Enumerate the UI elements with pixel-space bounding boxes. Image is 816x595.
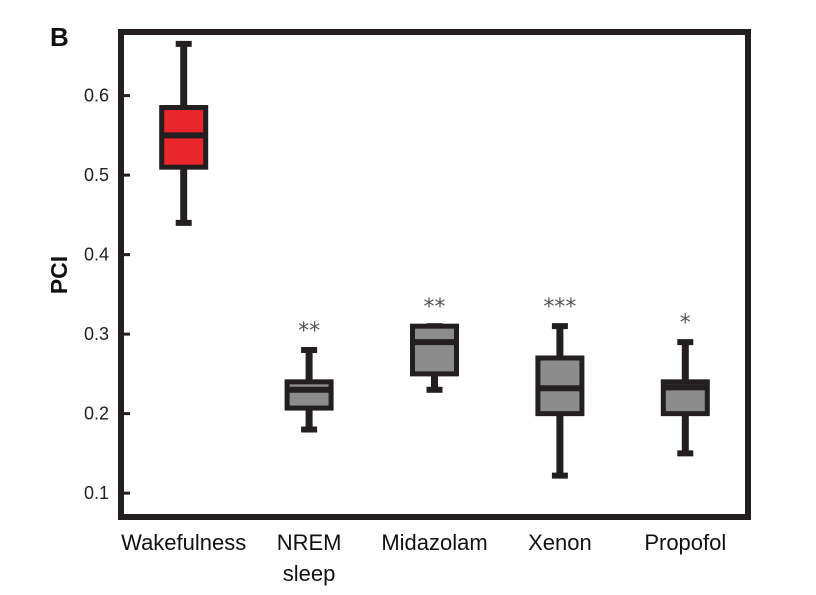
category-label: Midazolam <box>381 530 487 555</box>
category-label-line: Propofol <box>644 530 726 555</box>
y-axis-label: PCI <box>46 256 72 294</box>
category-label: Wakefulness <box>121 530 246 555</box>
category-label: Xenon <box>528 530 592 555</box>
significance-marker: ** <box>298 319 320 344</box>
significance-marker: ** <box>424 295 446 320</box>
y-tick-label: 0.3 <box>84 324 109 344</box>
y-tick-label: 0.2 <box>84 404 109 424</box>
y-tick-label: 0.6 <box>84 86 109 106</box>
category-label-line: Xenon <box>528 530 592 555</box>
y-tick-label: 0.5 <box>84 165 109 185</box>
plot-frame <box>118 29 751 520</box>
box-iqr <box>410 323 459 377</box>
y-tick-label: 0.4 <box>84 245 109 265</box>
panel-label: B <box>50 22 69 52</box>
y-tick-label: 0.1 <box>84 483 109 503</box>
category-label-line: sleep <box>283 561 336 586</box>
category-label: Propofol <box>644 530 726 555</box>
category-label-line: Wakefulness <box>121 530 246 555</box>
category-label: NREM sleep <box>277 530 342 586</box>
box-iqr <box>284 379 334 411</box>
significance-marker: * <box>680 311 691 336</box>
category-label-line: Midazolam <box>381 530 487 555</box>
category-label-line: NREM <box>277 530 342 555</box>
significance-marker: *** <box>543 295 576 320</box>
